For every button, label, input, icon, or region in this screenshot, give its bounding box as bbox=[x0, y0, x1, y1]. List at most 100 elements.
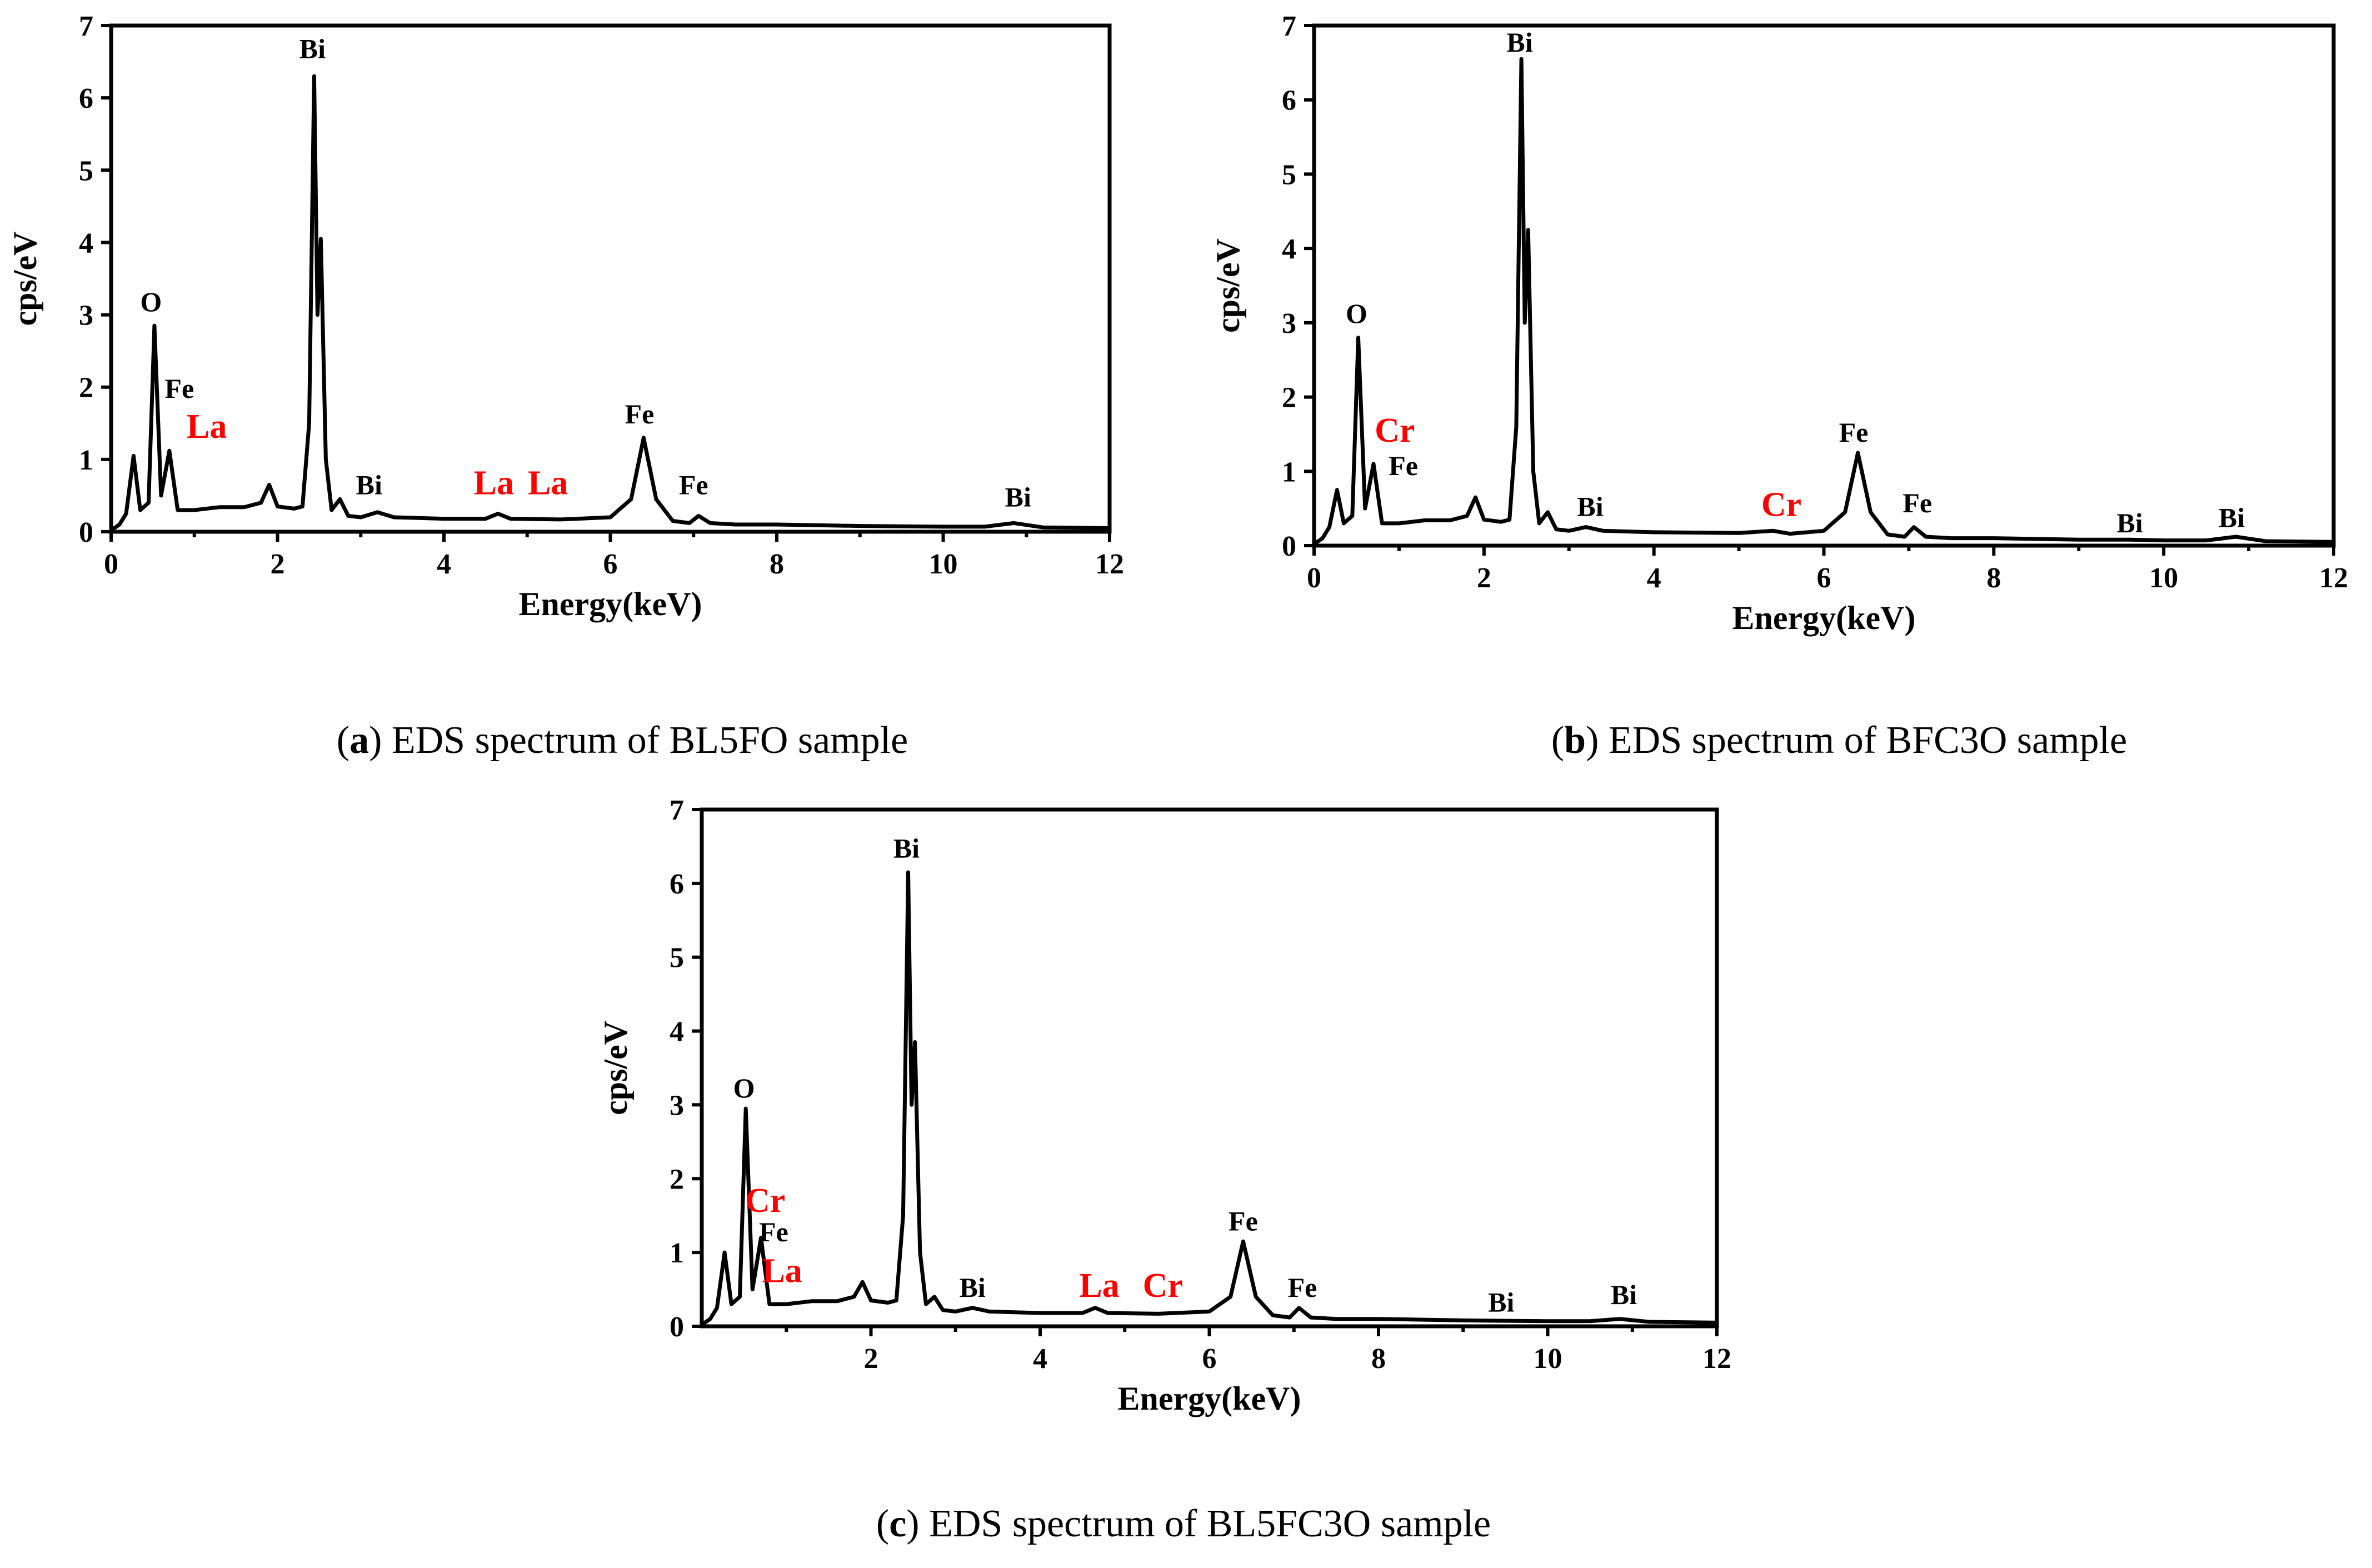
x-tick-label: 8 bbox=[1371, 1343, 1386, 1375]
peak-label: Bi bbox=[1506, 27, 1532, 58]
peak-label: Fe bbox=[1229, 1205, 1258, 1236]
peak-label: Bi bbox=[2219, 502, 2245, 533]
plot-frame bbox=[109, 23, 1112, 534]
figure-caption: (c) EDS spectrum of BL5FC3O sample bbox=[876, 1502, 1491, 1545]
peak-label: Fe bbox=[1839, 417, 1869, 448]
x-tick-label: 10 bbox=[2149, 562, 2178, 594]
caption-letter: c bbox=[889, 1502, 906, 1545]
peak-label: La bbox=[762, 1252, 802, 1290]
y-tick-label: 5 bbox=[79, 155, 93, 187]
spectrum-line bbox=[700, 870, 1717, 1327]
y-tick-label: 3 bbox=[79, 300, 93, 332]
caption-letter: a bbox=[349, 719, 369, 762]
y-tick-label: 7 bbox=[79, 11, 93, 42]
y-tick-label: 6 bbox=[79, 83, 93, 114]
peak-label: Fe bbox=[625, 398, 655, 430]
caption-open-paren: ( bbox=[1551, 719, 1564, 762]
y-tick-label: 2 bbox=[79, 372, 93, 404]
x-tick-label: 2 bbox=[1477, 562, 1491, 594]
x-tick-label: 6 bbox=[1817, 562, 1831, 594]
peak-label: La bbox=[187, 408, 227, 446]
y-tick-label: 5 bbox=[1282, 159, 1296, 191]
x-tick-label: 4 bbox=[1647, 562, 1661, 594]
y-tick-label: 4 bbox=[1282, 233, 1296, 265]
y-axis-title: cps/eV bbox=[1210, 238, 1246, 333]
peak-label: O bbox=[140, 286, 162, 317]
x-tick-label: 6 bbox=[603, 548, 618, 580]
y-tick-label: 3 bbox=[1282, 308, 1296, 339]
peak-label: Cr bbox=[745, 1182, 785, 1220]
peak-label: Cr bbox=[1761, 486, 1801, 524]
y-tick-label: 6 bbox=[670, 868, 684, 900]
x-tick-label: 0 bbox=[104, 548, 118, 580]
peak-label: Cr bbox=[1375, 412, 1415, 450]
plot-frame bbox=[1312, 23, 2336, 548]
x-tick-label: 0 bbox=[1307, 562, 1321, 594]
chart-panel-a: 0 2 4 6 8 10 1201234567Energy(keV)cps/eVBiOFeL… bbox=[7, 11, 1124, 762]
y-tick-label: 7 bbox=[670, 795, 684, 826]
y-tick-label: 6 bbox=[1282, 85, 1296, 117]
y-axis-title: cps/eV bbox=[597, 1021, 634, 1115]
peak-label: Fe bbox=[1288, 1272, 1317, 1303]
y-tick-label: 2 bbox=[670, 1163, 684, 1195]
caption-open-paren: ( bbox=[876, 1502, 889, 1545]
peak-label: Fe bbox=[759, 1216, 788, 1247]
x-tick-label: 12 bbox=[1702, 1343, 1731, 1375]
peak-label: Fe bbox=[679, 469, 708, 500]
caption-text: EDS spectrum of BFC3O sample bbox=[1599, 719, 2127, 762]
spectrum-line bbox=[110, 74, 1110, 532]
x-tick-label: 12 bbox=[1095, 548, 1124, 580]
y-tick-label: 0 bbox=[1282, 531, 1296, 562]
peak-label: La bbox=[474, 464, 514, 502]
x-tick-label: 8 bbox=[770, 548, 784, 580]
y-tick-label: 5 bbox=[670, 942, 684, 974]
peak-label: Cr bbox=[1143, 1267, 1183, 1305]
peak-label: O bbox=[1346, 298, 1367, 329]
y-tick-label: 1 bbox=[1282, 456, 1296, 488]
caption-close-paren: ) bbox=[1586, 719, 1599, 762]
y-tick-label: 1 bbox=[670, 1237, 684, 1269]
x-tick-label: 8 bbox=[1986, 562, 2001, 594]
caption-text: EDS spectrum of BL5FC3O sample bbox=[920, 1502, 1491, 1545]
peak-label: Bi bbox=[1611, 1279, 1637, 1310]
peak-label: Bi bbox=[893, 832, 920, 863]
peak-label: Bi bbox=[1577, 491, 1603, 522]
chart-panel-c: 2 4 6 8 10 1201234567Energy(keV)cps/eVBiOCrFe… bbox=[597, 795, 1731, 1545]
peak-label: Fe bbox=[1902, 487, 1932, 518]
peak-label: Fe bbox=[164, 373, 194, 404]
x-tick-label: 4 bbox=[437, 548, 451, 580]
x-tick-label: 2 bbox=[271, 548, 285, 580]
y-tick-label: 4 bbox=[79, 227, 93, 259]
x-axis-title: Energy(keV) bbox=[1732, 600, 1916, 636]
figure-caption: (b) EDS spectrum of BFC3O sample bbox=[1551, 719, 2127, 762]
caption-text: EDS spectrum of BL5FO sample bbox=[382, 719, 908, 762]
peak-label: Bi bbox=[1005, 481, 1031, 512]
peak-label: Bi bbox=[2116, 507, 2143, 538]
caption-letter: b bbox=[1564, 719, 1586, 762]
chart-panel-b: 0 2 4 6 8 10 1201234567Energy(keV)cps/eVBiOCrF… bbox=[1210, 11, 2348, 762]
x-tick-label: 12 bbox=[2319, 562, 2348, 594]
y-tick-label: 0 bbox=[79, 517, 93, 548]
peak-label: Fe bbox=[1389, 450, 1418, 481]
caption-close-paren: ) bbox=[906, 1502, 919, 1545]
peak-label: O bbox=[733, 1072, 755, 1103]
x-tick-label: 10 bbox=[929, 548, 958, 580]
y-tick-label: 1 bbox=[79, 445, 93, 476]
x-tick-label: 4 bbox=[1033, 1343, 1047, 1375]
caption-open-paren: ( bbox=[337, 719, 349, 762]
peak-label: La bbox=[1079, 1267, 1119, 1305]
figure-caption: (a) EDS spectrum of BL5FO sample bbox=[337, 719, 908, 762]
x-axis-title: Energy(keV) bbox=[1118, 1380, 1301, 1417]
caption-close-paren: ) bbox=[369, 719, 382, 762]
y-tick-label: 3 bbox=[670, 1090, 684, 1121]
x-axis-title: Energy(keV) bbox=[519, 586, 702, 622]
peak-label: Bi bbox=[1488, 1286, 1514, 1317]
spectrum-line bbox=[1312, 57, 2334, 546]
x-tick-label: 2 bbox=[864, 1343, 878, 1375]
peak-label: Bi bbox=[960, 1272, 986, 1303]
peak-label: Bi bbox=[356, 469, 382, 500]
y-tick-label: 4 bbox=[670, 1016, 684, 1048]
y-tick-label: 0 bbox=[670, 1311, 684, 1343]
peak-label: Bi bbox=[299, 33, 326, 64]
